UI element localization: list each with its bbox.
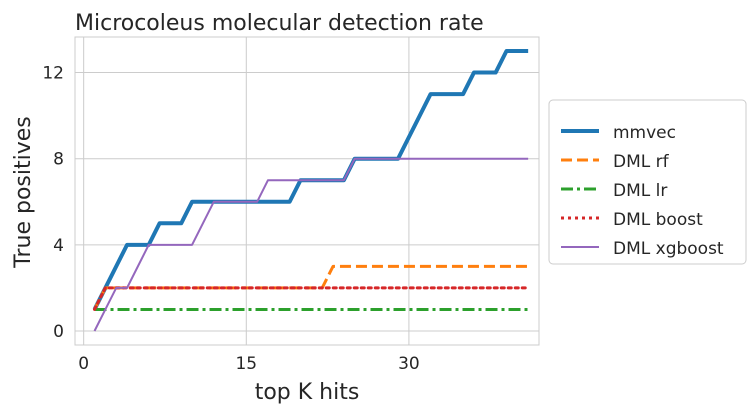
plot-frame bbox=[74, 36, 540, 346]
series-layer bbox=[92, 49, 530, 332]
chart-title: Microcoleus molecular detection rate bbox=[75, 11, 484, 36]
legend-label: mmvec bbox=[613, 123, 676, 143]
y-axis-label: True positives bbox=[11, 116, 36, 268]
x-axis-label: top K hits bbox=[255, 380, 360, 405]
y-tick-label: 0 bbox=[53, 322, 64, 342]
x-tick-label: 15 bbox=[235, 354, 257, 374]
legend-label: DML xgboost bbox=[613, 239, 724, 259]
plot-area bbox=[74, 36, 540, 346]
legend-label: DML rf bbox=[613, 152, 670, 172]
legend-label: DML lr bbox=[613, 181, 667, 201]
legend-label: DML boost bbox=[613, 210, 703, 230]
x-tick-label: 30 bbox=[398, 354, 420, 374]
tick-labels: 0 15 30 0 4 8 12 bbox=[42, 64, 419, 374]
series-line-dml-xgboost bbox=[93, 157, 529, 332]
legend: mmvec DML rf DML lr DML boost DML xgboost bbox=[548, 99, 747, 265]
y-tick-label: 8 bbox=[53, 150, 64, 170]
series-line-dml-boost bbox=[93, 286, 530, 311]
legend-box bbox=[548, 99, 747, 265]
y-tick-label: 4 bbox=[53, 236, 64, 256]
x-tick-label: 0 bbox=[78, 354, 89, 374]
y-tick-label: 12 bbox=[42, 64, 64, 84]
